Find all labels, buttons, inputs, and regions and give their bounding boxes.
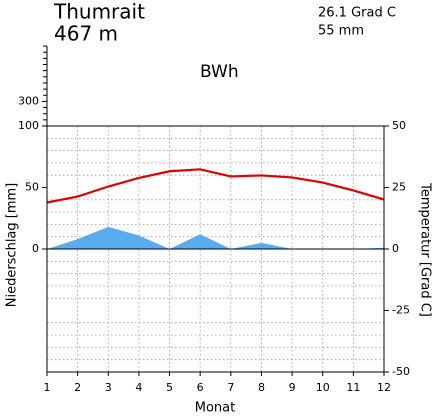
- elevation: 467 m: [54, 22, 118, 46]
- station: Thumrait: [53, 0, 145, 24]
- mean-temperature: 26.1 Grad C: [318, 6, 396, 21]
- y2-tick-label: 0: [392, 242, 399, 255]
- x-tick-label: 8: [258, 381, 265, 394]
- y2-axis-label: Temperatur [Grad C]: [418, 182, 433, 317]
- x-tick-label: 5: [166, 381, 173, 394]
- x-tick-label: 3: [105, 381, 112, 394]
- y-tick-label: 0: [32, 242, 39, 255]
- annual-precipitation: 55 mm: [318, 24, 364, 39]
- y2-tick-label: -25: [392, 304, 410, 317]
- x-tick-label: 4: [135, 381, 142, 394]
- y2-tick-label: 25: [392, 181, 406, 194]
- y-axis-label: Niederschlag [mm]: [5, 183, 20, 308]
- x-tick-label: 7: [227, 381, 234, 394]
- y2-tick-label: 50: [392, 119, 406, 132]
- x-tick-label: 6: [197, 381, 204, 394]
- temperature-line: [46, 168, 385, 204]
- x-tick-label: 10: [316, 381, 330, 394]
- x-tick-label: 11: [346, 381, 360, 394]
- x-tick-label: 2: [74, 381, 81, 394]
- climate-class: BWh: [200, 62, 239, 82]
- x-tick-label: 9: [289, 381, 296, 394]
- y-tick-label: 100: [18, 119, 39, 132]
- y-upper-tick-label: 300: [18, 94, 39, 107]
- y2-tick-label: -50: [392, 365, 410, 378]
- x-tick-label: 1: [44, 381, 51, 394]
- x-axis-label: Monat: [195, 401, 235, 416]
- y-tick-label: 50: [25, 181, 39, 194]
- x-tick-label: 12: [377, 381, 391, 394]
- precipitation-area: [47, 226, 384, 249]
